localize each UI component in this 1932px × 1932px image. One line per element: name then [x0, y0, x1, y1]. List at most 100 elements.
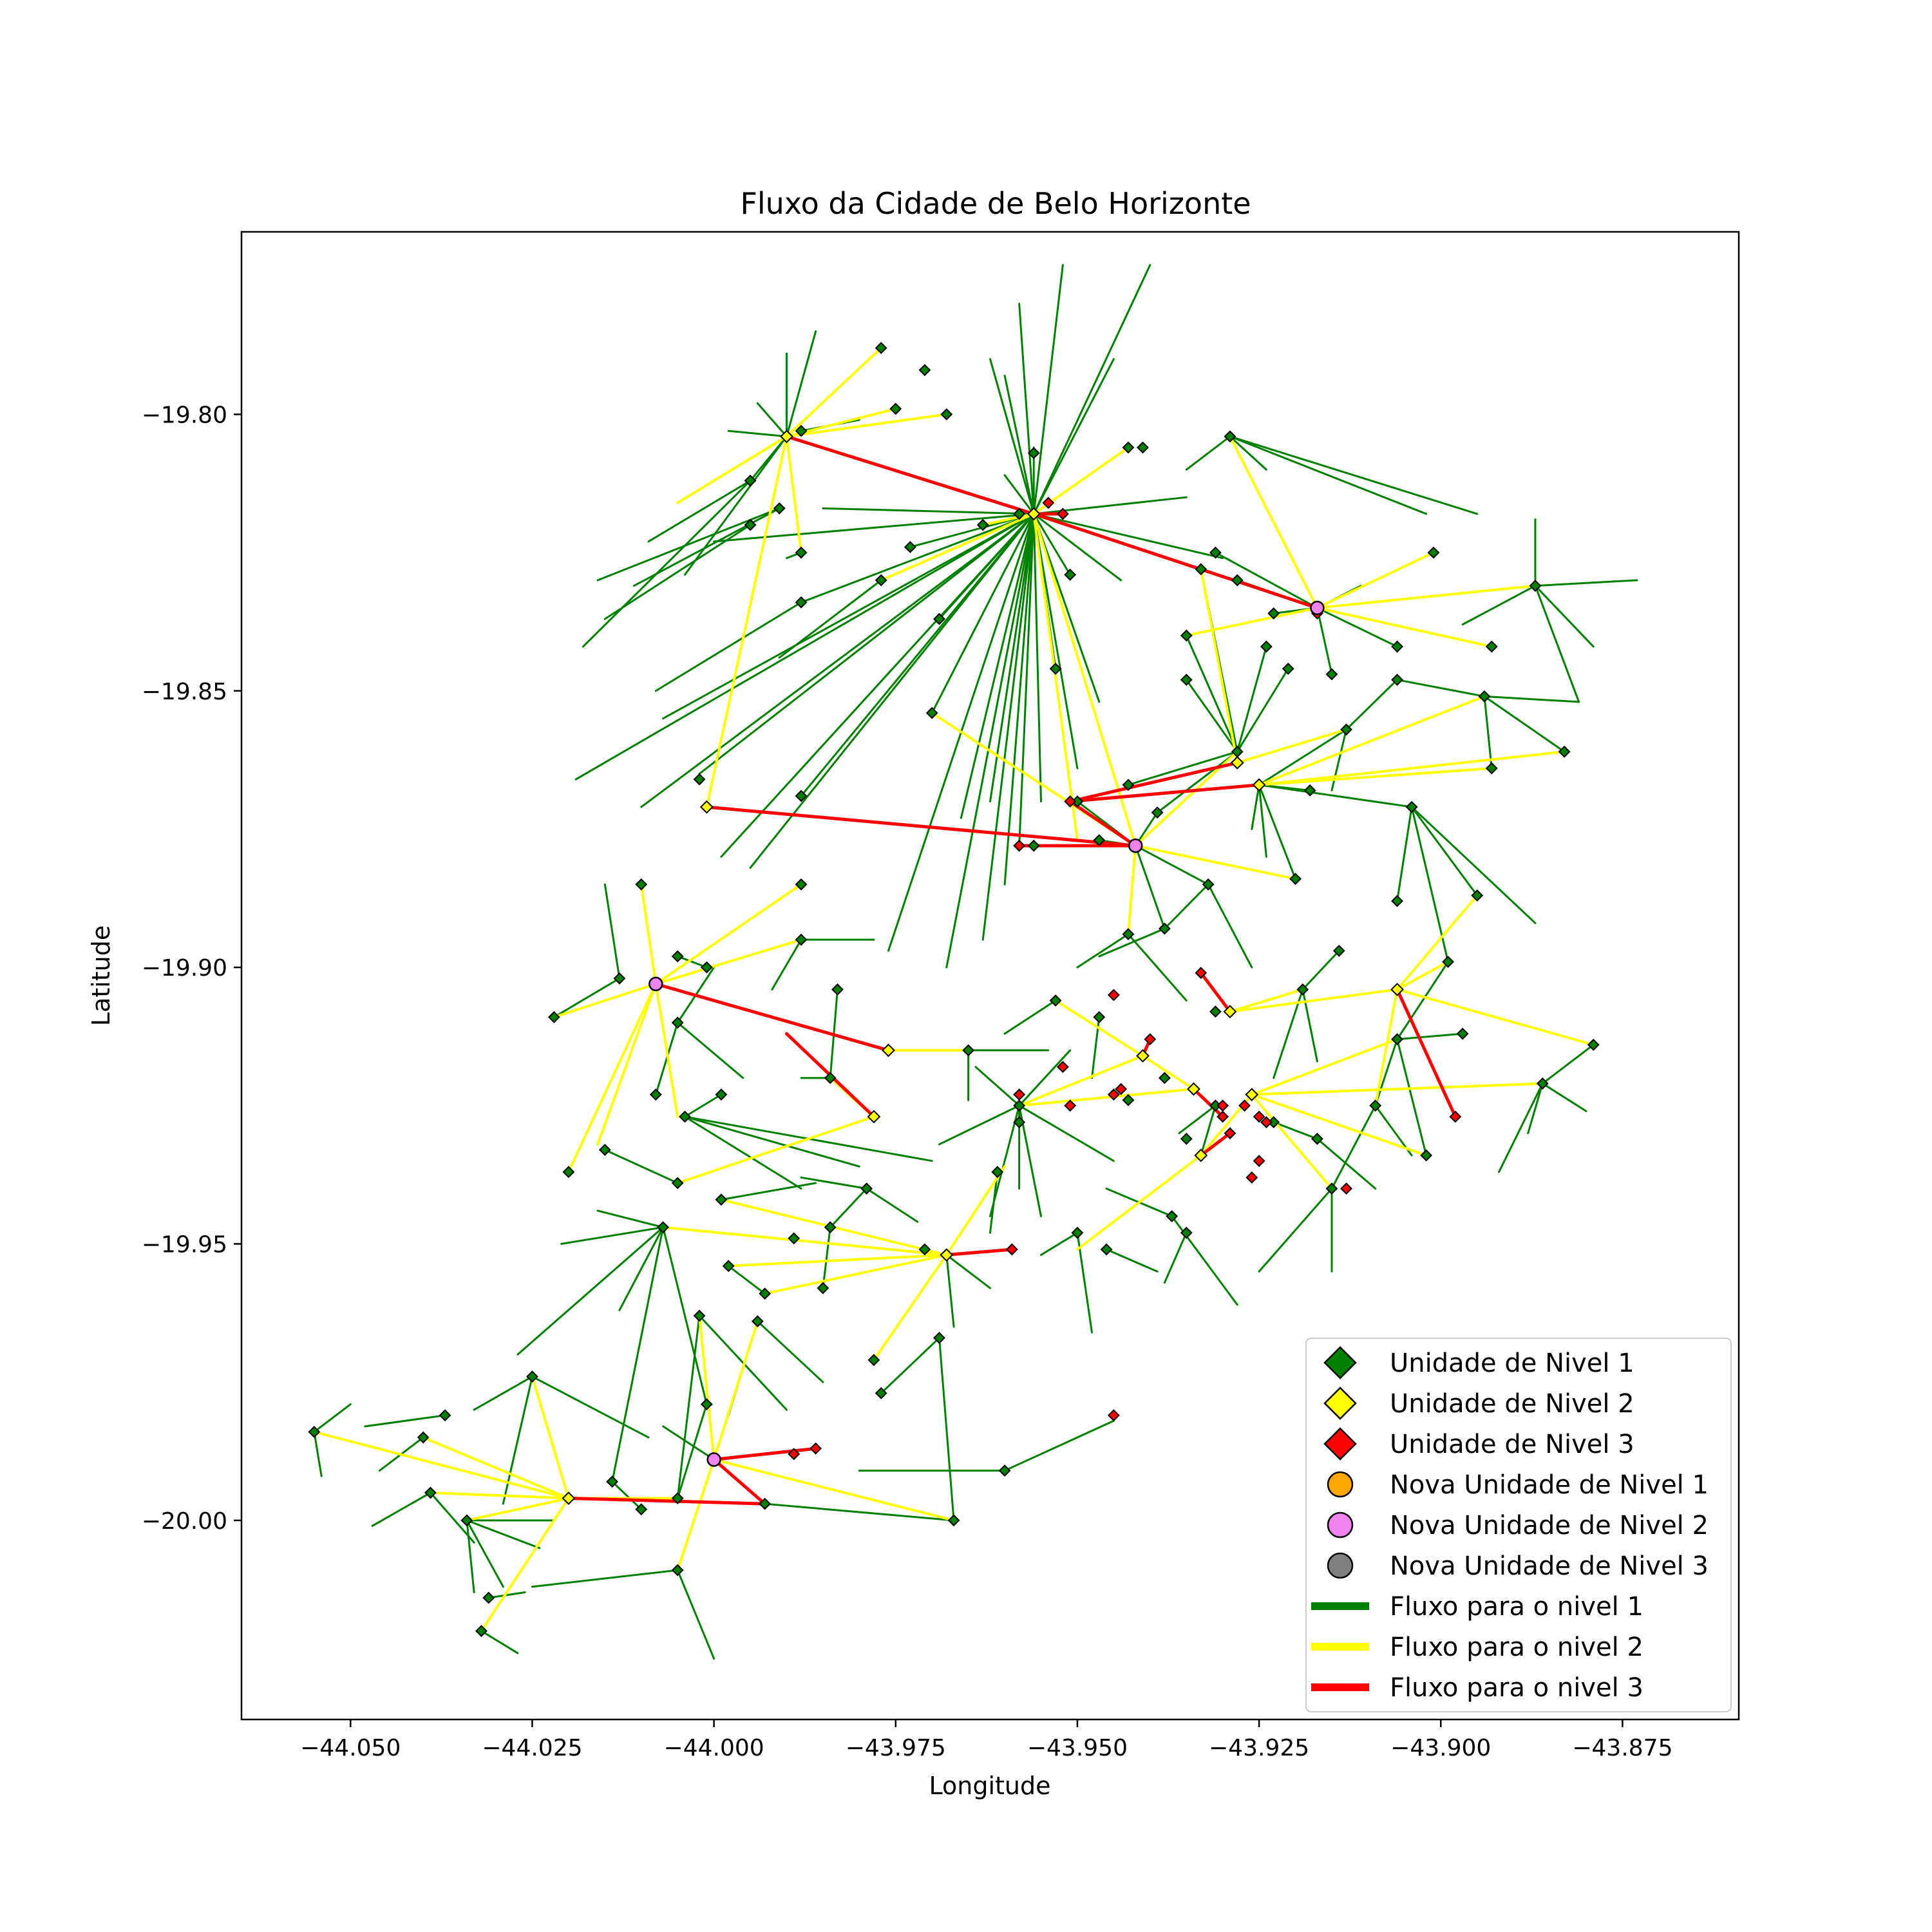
- flow-level1-line: [756, 402, 788, 438]
- flow-level2-line: [1396, 894, 1479, 991]
- legend-label: Fluxo para o nivel 3: [1390, 1673, 1643, 1703]
- unit-level1-marker: [1158, 922, 1171, 935]
- unit-level1-marker: [722, 1260, 735, 1273]
- legend-marker-circle: [1327, 1471, 1354, 1498]
- unit-level1-marker: [1093, 1010, 1106, 1023]
- chart-title: Fluxo da Cidade de Belo Horizonte: [740, 186, 1251, 221]
- flow-level2-line: [981, 512, 1036, 527]
- unit-level1-marker: [1296, 983, 1309, 996]
- unit-level3-marker: [1245, 1171, 1258, 1184]
- unit-level1-marker: [1369, 1099, 1382, 1112]
- unit-level1-marker: [1209, 1005, 1222, 1018]
- flow-level1-line: [727, 1265, 766, 1295]
- flow-level3-line: [1199, 971, 1232, 1014]
- flow-level1-line: [654, 1021, 679, 1096]
- unit-level1-marker: [817, 1282, 829, 1294]
- unit-level1-marker: [1151, 806, 1164, 819]
- flow-level2-line: [1236, 728, 1348, 764]
- unit-level1-marker: [1587, 1038, 1600, 1051]
- x-tick-label: −43.925: [1209, 1735, 1309, 1761]
- flows-level1: [313, 264, 1638, 1660]
- flow-level2-line: [785, 346, 883, 438]
- flow-level3-line: [1068, 783, 1261, 803]
- flow-level1-line: [429, 1492, 475, 1544]
- unit-level1-marker: [1267, 607, 1280, 620]
- unit-level1-marker: [875, 574, 887, 587]
- flow-level1-line: [1076, 1231, 1094, 1334]
- unit-level1-marker: [1180, 629, 1193, 642]
- flow-level2-line: [1185, 606, 1319, 637]
- flow-level1-line: [785, 330, 817, 438]
- flow-level1-line: [1105, 1248, 1159, 1273]
- y-axis-label: Latitude: [87, 925, 115, 1026]
- unit-level3-marker: [1144, 1033, 1157, 1046]
- unit-level1-marker: [547, 1010, 560, 1023]
- flow-level2-line: [676, 1115, 875, 1185]
- flow-level1-line: [800, 1176, 868, 1190]
- unit-level1-marker: [1122, 928, 1135, 941]
- flow-level2-line: [880, 512, 1036, 582]
- flow-level1-line: [1185, 435, 1231, 471]
- unit-level1-marker: [671, 950, 684, 963]
- unit-level3-marker: [1449, 1110, 1462, 1123]
- flow-level1-line: [654, 601, 802, 692]
- unit-level1-marker: [1420, 1149, 1433, 1162]
- unit-level1-marker: [1122, 441, 1135, 454]
- unit-level1-marker: [1325, 668, 1338, 681]
- flow-level1-line: [1258, 1188, 1333, 1273]
- unit-level1-marker: [795, 424, 808, 437]
- flow-level1-line: [1396, 1038, 1428, 1157]
- unit-level1-marker: [526, 1370, 538, 1383]
- flow-level1-line: [1483, 695, 1566, 753]
- flow-level2-line: [1228, 988, 1304, 1013]
- unit-level1-marker: [562, 1166, 575, 1179]
- unit-level1-marker: [1282, 662, 1294, 675]
- flow-level2-line: [1396, 960, 1450, 991]
- unit-level1-marker: [1485, 762, 1498, 775]
- flow-level1-line: [603, 1149, 679, 1184]
- unit-level1-marker: [613, 972, 626, 985]
- y-tick-label: −20.00: [142, 1508, 227, 1535]
- unit-level1-marker: [1289, 873, 1302, 886]
- unit-level2-marker: [867, 1110, 881, 1124]
- x-tick-label: −43.975: [846, 1735, 946, 1761]
- plot-frame: [240, 231, 1740, 1721]
- flow-level2-line: [654, 982, 679, 1118]
- unit-level1-marker: [671, 1492, 684, 1504]
- legend: Unidade de Nivel 1 Unidade de Nivel 2 Unid…: [1305, 1338, 1732, 1712]
- unit-level2-marker: [1027, 507, 1041, 521]
- unit-level1-marker: [671, 1016, 684, 1029]
- unit-level1-marker: [1485, 640, 1498, 653]
- x-tick-label: −44.000: [664, 1735, 764, 1761]
- flow-level1-line: [516, 1226, 665, 1356]
- flow-level1-line: [1396, 1032, 1464, 1041]
- flow-level2-line: [727, 1253, 948, 1267]
- flow-level2-line: [698, 1314, 715, 1461]
- flow-level1-line: [531, 1569, 679, 1588]
- y-tick-label: −19.85: [142, 679, 227, 705]
- flow-level1-line: [1134, 844, 1209, 886]
- unit-level1-marker: [773, 502, 786, 515]
- flow-level1-line: [1185, 634, 1238, 753]
- unit-level1-marker: [925, 706, 938, 719]
- flow-level1-line: [1498, 1082, 1544, 1173]
- unit-level1-marker: [671, 1177, 684, 1189]
- unit-level1-marker: [1391, 895, 1403, 907]
- flow-level2-line: [1054, 999, 1144, 1057]
- flow-level1-line: [800, 513, 1035, 603]
- flow-level1-line: [829, 1188, 868, 1229]
- flow-level1-line: [1018, 513, 1035, 847]
- flow-level2-line: [1228, 435, 1319, 609]
- unit-level1-marker: [671, 1564, 684, 1577]
- flow-level1-line: [488, 1591, 526, 1599]
- flow-level1-line: [945, 1254, 991, 1289]
- unit-level1-marker: [657, 1221, 670, 1234]
- unit-level1-marker: [1303, 784, 1316, 797]
- flow-level1-line: [720, 1182, 817, 1201]
- legend-marker-circle: [1327, 1511, 1354, 1539]
- flow-level1-line: [662, 1226, 708, 1406]
- unit-level1-marker: [1137, 441, 1149, 454]
- unit-level1-marker: [795, 596, 808, 609]
- unit-level1-marker: [976, 518, 989, 531]
